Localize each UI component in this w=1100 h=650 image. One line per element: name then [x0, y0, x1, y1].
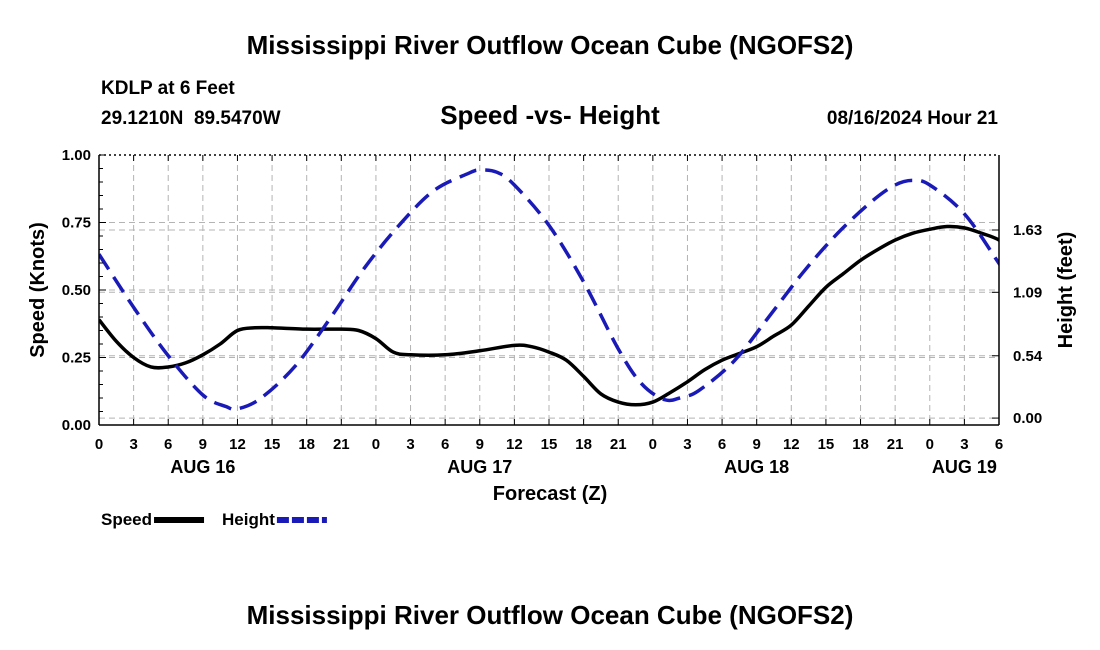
x-tick-label: 0: [649, 436, 657, 453]
x-tick-label: 0: [926, 436, 934, 453]
x-axis-title: Forecast (Z): [493, 483, 607, 505]
forecast-datetime: 08/16/2024 Hour 21: [827, 108, 999, 129]
legend-label-height: Height: [222, 510, 275, 529]
station-label: KDLP at 6 Feet: [101, 78, 235, 99]
chart-subtitle: Speed -vs- Height: [440, 100, 660, 130]
y-axis-title-left: Speed (Knots): [27, 222, 49, 358]
x-tick-label: 18: [298, 436, 315, 453]
x-tick-label: 0: [95, 436, 103, 453]
y-axis-title-right: Height (feet): [1055, 232, 1077, 349]
x-tick-label: 3: [406, 436, 414, 453]
y-tick-label: 0.00: [62, 417, 91, 434]
x-tick-label: 18: [852, 436, 869, 453]
x-tick-label: 18: [575, 436, 592, 453]
y2-tick-label: 1.09: [1013, 284, 1042, 301]
y-tick-label: 0.50: [62, 282, 91, 299]
date-label: AUG 18: [724, 457, 789, 477]
x-tick-label: 15: [818, 436, 835, 453]
x-tick-label: 21: [887, 436, 904, 453]
x-tick-label: 9: [476, 436, 484, 453]
y2-tick-label: 0.00: [1013, 410, 1042, 427]
x-tick-label: 3: [683, 436, 691, 453]
height-series-line: [99, 168, 999, 412]
x-tick-label: 3: [129, 436, 137, 453]
x-tick-label: 12: [229, 436, 246, 453]
x-tick-label: 3: [960, 436, 968, 453]
x-tick-label: 6: [995, 436, 1003, 453]
y-tick-label: 0.25: [62, 350, 91, 367]
y-tick-label: 0.75: [62, 215, 91, 232]
main-title: Mississippi River Outflow Ocean Cube (NG…: [247, 30, 854, 60]
x-tick-label: 12: [783, 436, 800, 453]
date-label: AUG 16: [170, 457, 235, 477]
x-tick-label: 9: [753, 436, 761, 453]
y-tick-label: 1.00: [62, 147, 91, 164]
x-tick-label: 21: [333, 436, 350, 453]
x-tick-label: 15: [541, 436, 558, 453]
axis-ticks: 0 3 6 9 12 15 18 21 0 3 6 9 12 15 18 21 0 3 6 9 12 15 18 21 0 3 6 A…: [62, 147, 1043, 477]
speed-series-line: [99, 224, 999, 407]
legend-label-speed: Speed: [101, 510, 152, 529]
x-tick-label: 6: [441, 436, 449, 453]
grid: [99, 155, 999, 425]
x-tick-label: 12: [506, 436, 523, 453]
x-tick-label: 15: [264, 436, 281, 453]
bottom-title: Mississippi River Outflow Ocean Cube (NG…: [247, 600, 854, 630]
x-tick-label: 6: [718, 436, 726, 453]
date-label: AUG 17: [447, 457, 512, 477]
series: [99, 168, 999, 412]
x-tick-label: 0: [372, 436, 380, 453]
date-label: AUG 19: [932, 457, 997, 477]
x-tick-label: 9: [199, 436, 207, 453]
y2-tick-label: 0.54: [1013, 348, 1043, 365]
legend: Speed Height: [101, 510, 327, 529]
x-tick-label: 6: [164, 436, 172, 453]
x-tick-label: 21: [610, 436, 627, 453]
coordinates-label: 29.1210N 89.5470W: [101, 108, 281, 129]
y2-tick-label: 1.63: [1013, 222, 1042, 239]
